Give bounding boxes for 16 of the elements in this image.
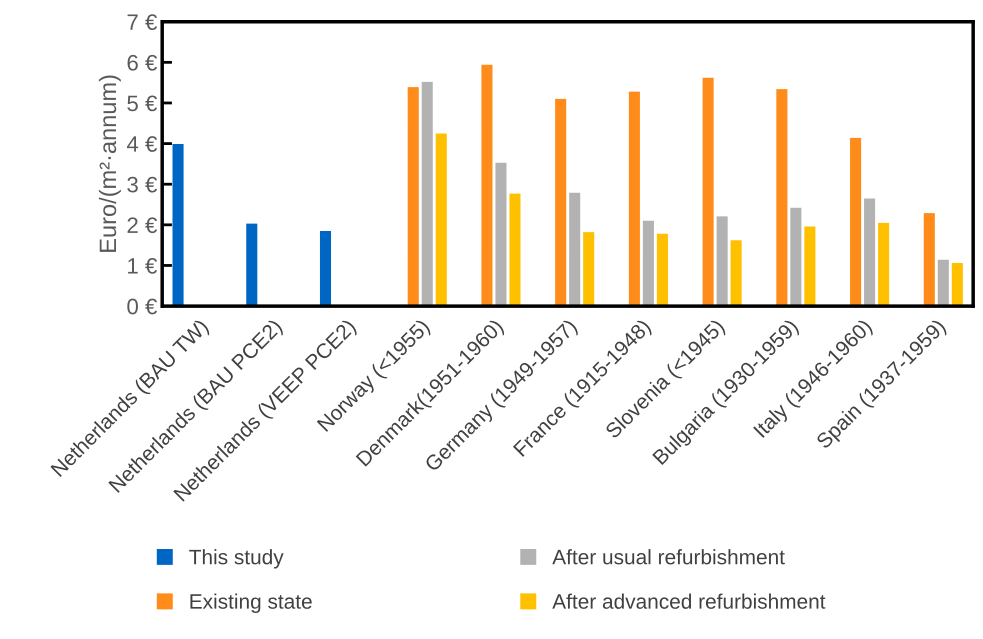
y-axis-title: Euro/(m²·annum)	[98, 75, 121, 252]
y-tick-label: 7 €	[128, 14, 158, 30]
y-tick-label: 2 €	[128, 217, 158, 234]
legend-label: After usual refurbishment	[552, 549, 785, 564]
y-tick-label: 0 €	[127, 298, 158, 314]
bar	[172, 143, 184, 306]
y-tick-label: 3 €	[127, 176, 158, 192]
bar	[319, 230, 332, 306]
y-tick-label: 6 €	[128, 54, 158, 71]
y-tick-label: 5 €	[127, 96, 158, 112]
y-tick-label: 4 €	[126, 136, 158, 152]
bar	[245, 222, 258, 306]
legend-label: This study	[189, 549, 284, 569]
y-tick-label: 1 €	[128, 258, 158, 274]
legend-label: After advanced refurbishment	[552, 594, 826, 609]
legend-label: Existing state	[190, 594, 312, 613]
